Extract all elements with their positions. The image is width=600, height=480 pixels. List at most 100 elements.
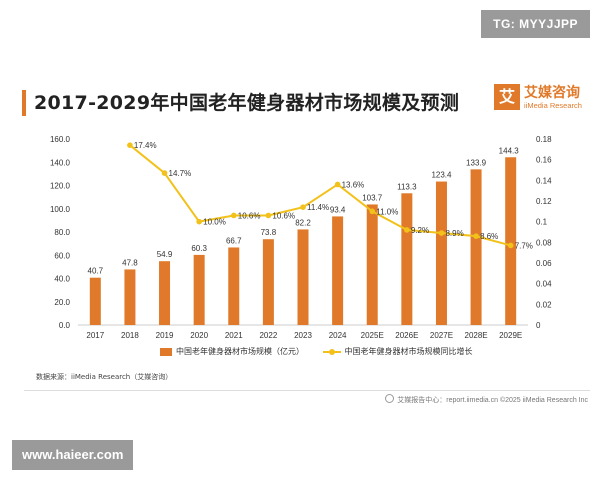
y-right-tick-label: 0.12 (536, 197, 552, 206)
growth-point (369, 208, 376, 215)
growth-point (230, 212, 237, 219)
y-right-tick-label: 0.08 (536, 238, 552, 247)
y-left-tick-label: 160.0 (50, 135, 71, 144)
iimedia-logo: 艾 艾媒咨询 iiMedia Research (494, 82, 590, 116)
y-right-tick-label: 0.16 (536, 156, 552, 165)
growth-point (438, 230, 445, 236)
growth-value-label: 10.6% (272, 211, 295, 220)
bar-value-label: 103.7 (362, 193, 383, 202)
growth-point (507, 242, 514, 249)
y-left-tick-label: 60.0 (54, 251, 70, 260)
growth-value-label: 17.4% (134, 141, 157, 150)
y-right-tick-label: 0.02 (536, 300, 552, 309)
bar-value-label: 144.3 (499, 146, 520, 155)
x-tick-label: 2028E (465, 331, 488, 340)
x-tick-label: 2019 (156, 331, 174, 340)
bar (505, 157, 517, 325)
y-left-tick-label: 20.0 (54, 298, 70, 307)
x-tick-label: 2021 (225, 331, 243, 340)
bar-value-label: 133.9 (466, 158, 487, 167)
bar-value-label: 54.9 (157, 250, 173, 259)
bar-value-label: 123.4 (431, 171, 452, 180)
bar-value-label: 40.7 (88, 267, 104, 276)
legend-line-label: 中国老年健身器材市场规模同比增长 (344, 347, 473, 356)
y-left-tick-label: 40.0 (54, 275, 70, 284)
footer-text: 艾媒报告中心：report.iimedia.cn ©2025 iiMedia R… (397, 397, 588, 404)
legend-item-bar: 中国老年健身器材市场规模（亿元） (160, 346, 304, 357)
growth-value-label: 14.7% (169, 169, 192, 178)
logo-cn-text: 艾媒咨询 (524, 85, 580, 101)
x-tick-label: 2027E (430, 331, 453, 340)
chart-legend: 中国老年健身器材市场规模（亿元） 中国老年健身器材市场规模同比增长 (160, 346, 489, 358)
bar-value-label: 47.8 (122, 258, 138, 267)
bar (470, 169, 482, 325)
x-tick-label: 2017 (86, 331, 104, 340)
x-tick-label: 2022 (259, 331, 277, 340)
bar (401, 193, 413, 325)
y-right-tick-label: 0.06 (536, 259, 552, 268)
growth-line (129, 144, 511, 247)
logo-en-text: iiMedia Research (524, 101, 582, 110)
x-tick-label: 2025E (361, 331, 384, 340)
y-right-tick-label: 0.18 (536, 135, 552, 144)
y-right-tick-label: 0.1 (536, 218, 548, 227)
growth-value-label: 8.9% (445, 229, 463, 238)
growth-value-label: 8.6% (480, 232, 498, 241)
growth-point (334, 181, 341, 188)
x-tick-label: 2029E (499, 331, 522, 340)
title-accent-bar (22, 90, 26, 116)
y-right-tick-label: 0.14 (536, 176, 552, 185)
bar (297, 229, 309, 325)
growth-value-label: 11.0% (376, 207, 398, 216)
bar-value-label: 60.3 (191, 244, 207, 253)
y-left-tick-label: 0.0 (59, 321, 71, 330)
bar (262, 239, 274, 325)
x-tick-label: 2024 (329, 331, 347, 340)
bar (332, 216, 344, 325)
footer-report-icon (385, 394, 395, 403)
bar-value-label: 66.7 (226, 236, 242, 245)
growth-point (161, 170, 168, 176)
bar (89, 277, 101, 325)
bar (366, 204, 378, 325)
growth-value-label: 7.7% (515, 241, 533, 250)
growth-value-label: 10.0% (203, 218, 226, 227)
growth-point (404, 227, 410, 233)
footer-divider (24, 390, 590, 391)
x-tick-label: 2026E (395, 331, 418, 340)
x-tick-label: 2020 (190, 331, 208, 340)
watermark: www.haieer.com (12, 440, 134, 470)
bar (124, 269, 136, 325)
tg-badge: TG: MYYJJPP (481, 10, 590, 38)
legend-bar-label: 中国老年健身器材市场规模（亿元） (176, 347, 304, 356)
bar (193, 254, 205, 325)
bar-value-label: 82.2 (295, 218, 311, 227)
y-left-tick-label: 140.0 (50, 158, 71, 167)
legend-line-swatch (322, 348, 341, 356)
bar-value-label: 93.4 (330, 205, 346, 214)
y-left-tick-label: 120.0 (50, 182, 71, 191)
footer-credit: 艾媒报告中心：report.iimedia.cn ©2025 iiMedia R… (385, 394, 588, 405)
logo-mark: 艾 (494, 84, 520, 110)
x-tick-label: 2023 (294, 331, 312, 340)
chart-title: 2017-2029年中国老年健身器材市场规模及预测 (34, 92, 460, 114)
x-tick-label: 2018 (121, 331, 139, 340)
y-left-tick-label: 100.0 (50, 205, 71, 214)
y-right-tick-label: 0.04 (536, 280, 552, 289)
growth-value-label: 10.6% (238, 211, 261, 220)
growth-value-label: 11.4% (307, 203, 329, 212)
growth-point (127, 142, 133, 148)
legend-bar-swatch (160, 347, 172, 356)
legend-item-line: 中国老年健身器材市场规模同比增长 (322, 346, 473, 357)
growth-point (473, 233, 479, 239)
y-left-tick-label: 80.0 (54, 228, 70, 237)
growth-point (265, 212, 272, 219)
bar (435, 181, 447, 325)
growth-value-label: 9.2% (411, 226, 429, 235)
bar-value-label: 113.3 (397, 182, 417, 191)
y-right-tick-label: 0 (536, 321, 541, 330)
bar-value-label: 73.8 (261, 228, 277, 237)
bar (228, 247, 240, 325)
bar (159, 261, 171, 325)
